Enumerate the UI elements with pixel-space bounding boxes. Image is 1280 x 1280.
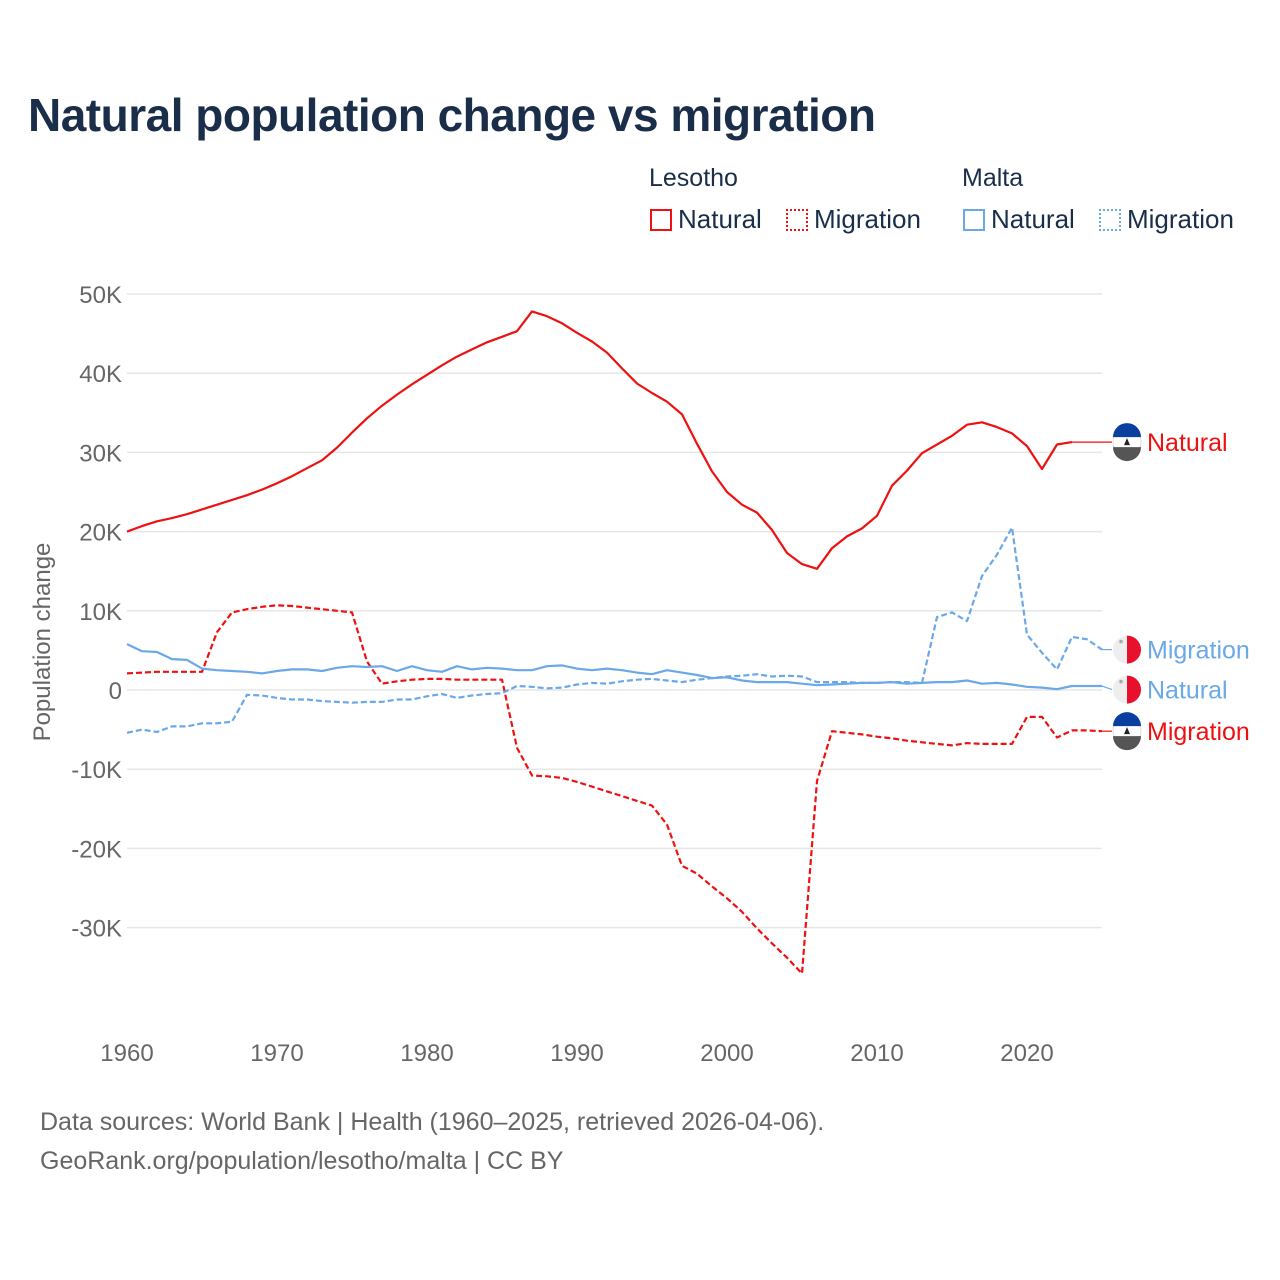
- series-end-label: Natural: [1147, 429, 1228, 457]
- hat-icon: [1124, 438, 1130, 446]
- footer-sources: Data sources: World Bank | Health (1960–…: [40, 1108, 825, 1136]
- series-line-malta-migration: [126, 526, 1103, 734]
- lesotho-flag-icon: [1112, 423, 1142, 462]
- y-tick-label: 50K: [79, 282, 122, 309]
- series-end-label: Migration: [1147, 637, 1250, 665]
- x-tick-label: 2010: [850, 1040, 903, 1067]
- flag-dark-band: [1113, 447, 1141, 462]
- flag-blue-band: [1113, 712, 1141, 727]
- legend-lesotho-migration[interactable]: Migration: [786, 204, 921, 235]
- y-tick-label: -30K: [71, 916, 122, 943]
- y-tick-label: 20K: [79, 520, 122, 547]
- footer-credit: GeoRank.org/population/lesotho/malta | C…: [40, 1147, 564, 1175]
- y-axis-label: Population change: [29, 543, 56, 742]
- lesotho-flag-icon: [1112, 712, 1142, 751]
- legend-label: Natural: [678, 204, 762, 234]
- legend-label: Natural: [991, 204, 1075, 234]
- series-line-lesotho-migration: [126, 604, 1103, 975]
- x-tick-label: 1970: [250, 1040, 303, 1067]
- x-tick-label: 2000: [700, 1040, 753, 1067]
- x-tick-label: 1980: [400, 1040, 453, 1067]
- series-line-malta-natural: [126, 643, 1102, 691]
- x-tick-label: 1960: [100, 1040, 153, 1067]
- solid-swatch-icon: [963, 208, 985, 231]
- dotted-swatch-icon: [1099, 208, 1121, 231]
- label-connector: [1101, 685, 1113, 691]
- dotted-swatch-icon: [786, 208, 808, 231]
- y-tick-label: -10K: [71, 757, 122, 784]
- flag-red-half: [1127, 635, 1141, 664]
- legend-label: Migration: [1127, 204, 1234, 234]
- legend-lesotho-natural[interactable]: Natural: [650, 204, 762, 235]
- y-tick-label: 10K: [79, 599, 122, 626]
- flag-blue-band: [1113, 423, 1141, 438]
- hat-icon: [1124, 727, 1130, 735]
- legend-group-lesotho: Lesotho: [649, 164, 738, 192]
- george-cross-icon: [1119, 679, 1123, 684]
- legend-label: Migration: [814, 204, 921, 234]
- y-tick-label: 30K: [79, 440, 122, 467]
- legend-malta-natural[interactable]: Natural: [963, 204, 1075, 235]
- flag-red-half: [1127, 675, 1141, 704]
- x-tick-label: 1990: [550, 1040, 603, 1067]
- chart-title: Natural population change vs migration: [28, 89, 876, 141]
- george-cross-icon: [1119, 639, 1123, 644]
- y-tick-label: -20K: [71, 836, 122, 863]
- solid-swatch-icon: [650, 208, 672, 231]
- x-tick-label: 2020: [1000, 1040, 1053, 1067]
- legend-group-malta: Malta: [962, 164, 1024, 192]
- malta-flag-icon: [1113, 635, 1141, 664]
- y-tick-label: 40K: [79, 361, 122, 388]
- flag-dark-band: [1113, 736, 1141, 751]
- legend-malta-migration[interactable]: Migration: [1099, 204, 1234, 235]
- malta-flag-icon: [1113, 675, 1141, 704]
- series-line-lesotho-natural: [126, 310, 1073, 570]
- series-end-label: Natural: [1147, 677, 1228, 705]
- y-tick-label: 0: [109, 678, 122, 705]
- series-end-label: Migration: [1147, 718, 1250, 746]
